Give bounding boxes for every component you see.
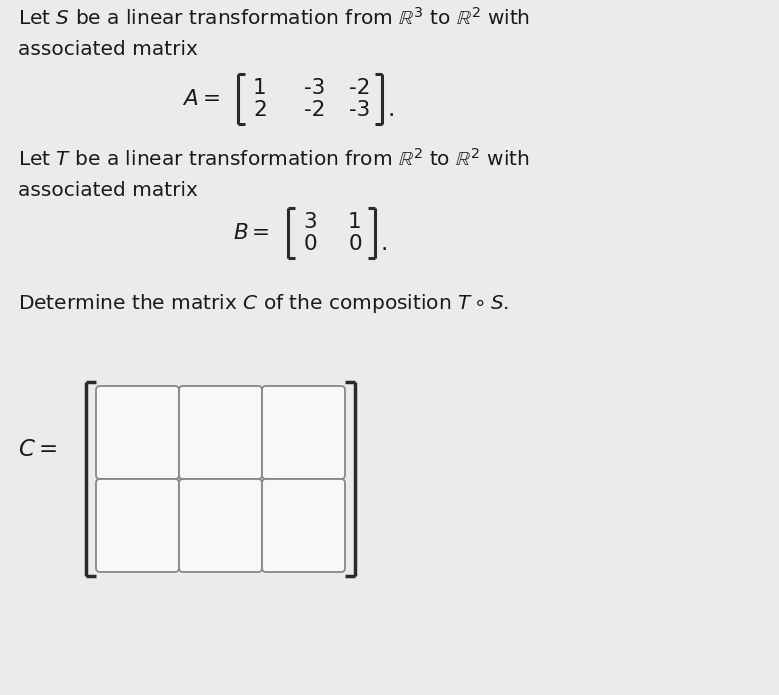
FancyBboxPatch shape	[179, 479, 262, 572]
Text: -3: -3	[349, 100, 371, 120]
Text: 3: 3	[303, 212, 317, 232]
Text: .: .	[381, 233, 389, 256]
Text: -2: -2	[349, 78, 371, 98]
Text: Let $\mathit{S}$ be a linear transformation from $\mathbb{R}^3$ to $\mathbb{R}^2: Let $\mathit{S}$ be a linear transformat…	[18, 7, 530, 29]
FancyBboxPatch shape	[179, 386, 262, 479]
Text: 1: 1	[348, 212, 361, 232]
FancyBboxPatch shape	[96, 479, 179, 572]
Text: -3: -3	[305, 78, 326, 98]
FancyBboxPatch shape	[262, 479, 345, 572]
FancyBboxPatch shape	[262, 386, 345, 479]
Text: 2: 2	[253, 100, 267, 120]
Text: .: .	[388, 99, 396, 122]
Text: 1: 1	[253, 78, 267, 98]
Text: 0: 0	[348, 234, 361, 254]
Text: associated matrix: associated matrix	[18, 40, 198, 59]
Text: $B = $: $B = $	[234, 223, 270, 243]
Text: associated matrix: associated matrix	[18, 181, 198, 200]
FancyBboxPatch shape	[96, 386, 179, 479]
Text: Determine the matrix $\mathit{C}$ of the composition $\mathit{T} \circ \mathit{S: Determine the matrix $\mathit{C}$ of the…	[18, 292, 509, 315]
Text: Let $\mathit{T}$ be a linear transformation from $\mathbb{R}^2$ to $\mathbb{R}^2: Let $\mathit{T}$ be a linear transformat…	[18, 148, 530, 170]
Text: $C =$: $C =$	[18, 439, 57, 461]
Text: -2: -2	[305, 100, 326, 120]
Text: $A = $: $A = $	[182, 89, 220, 109]
Text: 0: 0	[303, 234, 317, 254]
